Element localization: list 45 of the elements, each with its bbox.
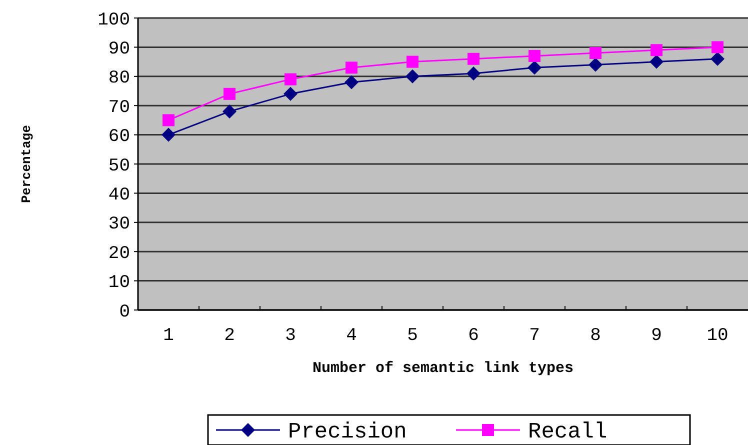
y-tick-label: 60 bbox=[108, 127, 130, 148]
point bbox=[468, 52, 480, 65]
y-tick-label: 0 bbox=[119, 302, 130, 322]
point bbox=[346, 62, 358, 74]
point bbox=[162, 128, 176, 142]
x-tick-label: 3 bbox=[285, 326, 296, 346]
y-tick-label: 70 bbox=[108, 98, 130, 118]
legend-label: Precision bbox=[288, 420, 407, 445]
point bbox=[344, 75, 358, 90]
point bbox=[528, 60, 542, 75]
point bbox=[710, 52, 724, 66]
y-tick-label: 80 bbox=[108, 68, 130, 89]
y-tick-label: 40 bbox=[108, 186, 130, 206]
point bbox=[650, 44, 662, 56]
y-tick-label: 50 bbox=[108, 156, 130, 176]
point bbox=[222, 104, 236, 118]
point bbox=[528, 50, 540, 62]
point bbox=[588, 58, 602, 72]
y-tick-label: 90 bbox=[108, 40, 130, 60]
point bbox=[466, 66, 480, 80]
x-tick-label: 10 bbox=[706, 326, 728, 346]
y-tick-label: 30 bbox=[108, 214, 130, 235]
x-tick-label: 1 bbox=[163, 326, 174, 346]
x-tick-label: 9 bbox=[651, 326, 662, 346]
x-tick-label: 6 bbox=[468, 326, 479, 346]
y-axis-title: Percentage bbox=[19, 124, 34, 204]
point bbox=[590, 47, 602, 60]
point bbox=[650, 54, 664, 69]
x-tick-label: 4 bbox=[346, 326, 357, 346]
x-tick-label: 8 bbox=[590, 326, 601, 346]
x-tick-label: 5 bbox=[407, 326, 418, 346]
legend-label: Recall bbox=[528, 420, 608, 445]
point bbox=[406, 69, 420, 84]
y-tick-label: 20 bbox=[108, 244, 130, 264]
x-axis-title: Number of semantic link types bbox=[312, 360, 574, 377]
x-tick-label: 2 bbox=[224, 326, 235, 346]
point bbox=[284, 73, 296, 86]
point bbox=[712, 41, 724, 54]
y-tick-label: 10 bbox=[108, 273, 130, 294]
point bbox=[162, 114, 174, 126]
point bbox=[284, 86, 298, 101]
point bbox=[406, 56, 418, 68]
y-tick-label: 100 bbox=[98, 10, 130, 30]
x-tick-label: 7 bbox=[529, 326, 540, 346]
point bbox=[224, 88, 236, 100]
